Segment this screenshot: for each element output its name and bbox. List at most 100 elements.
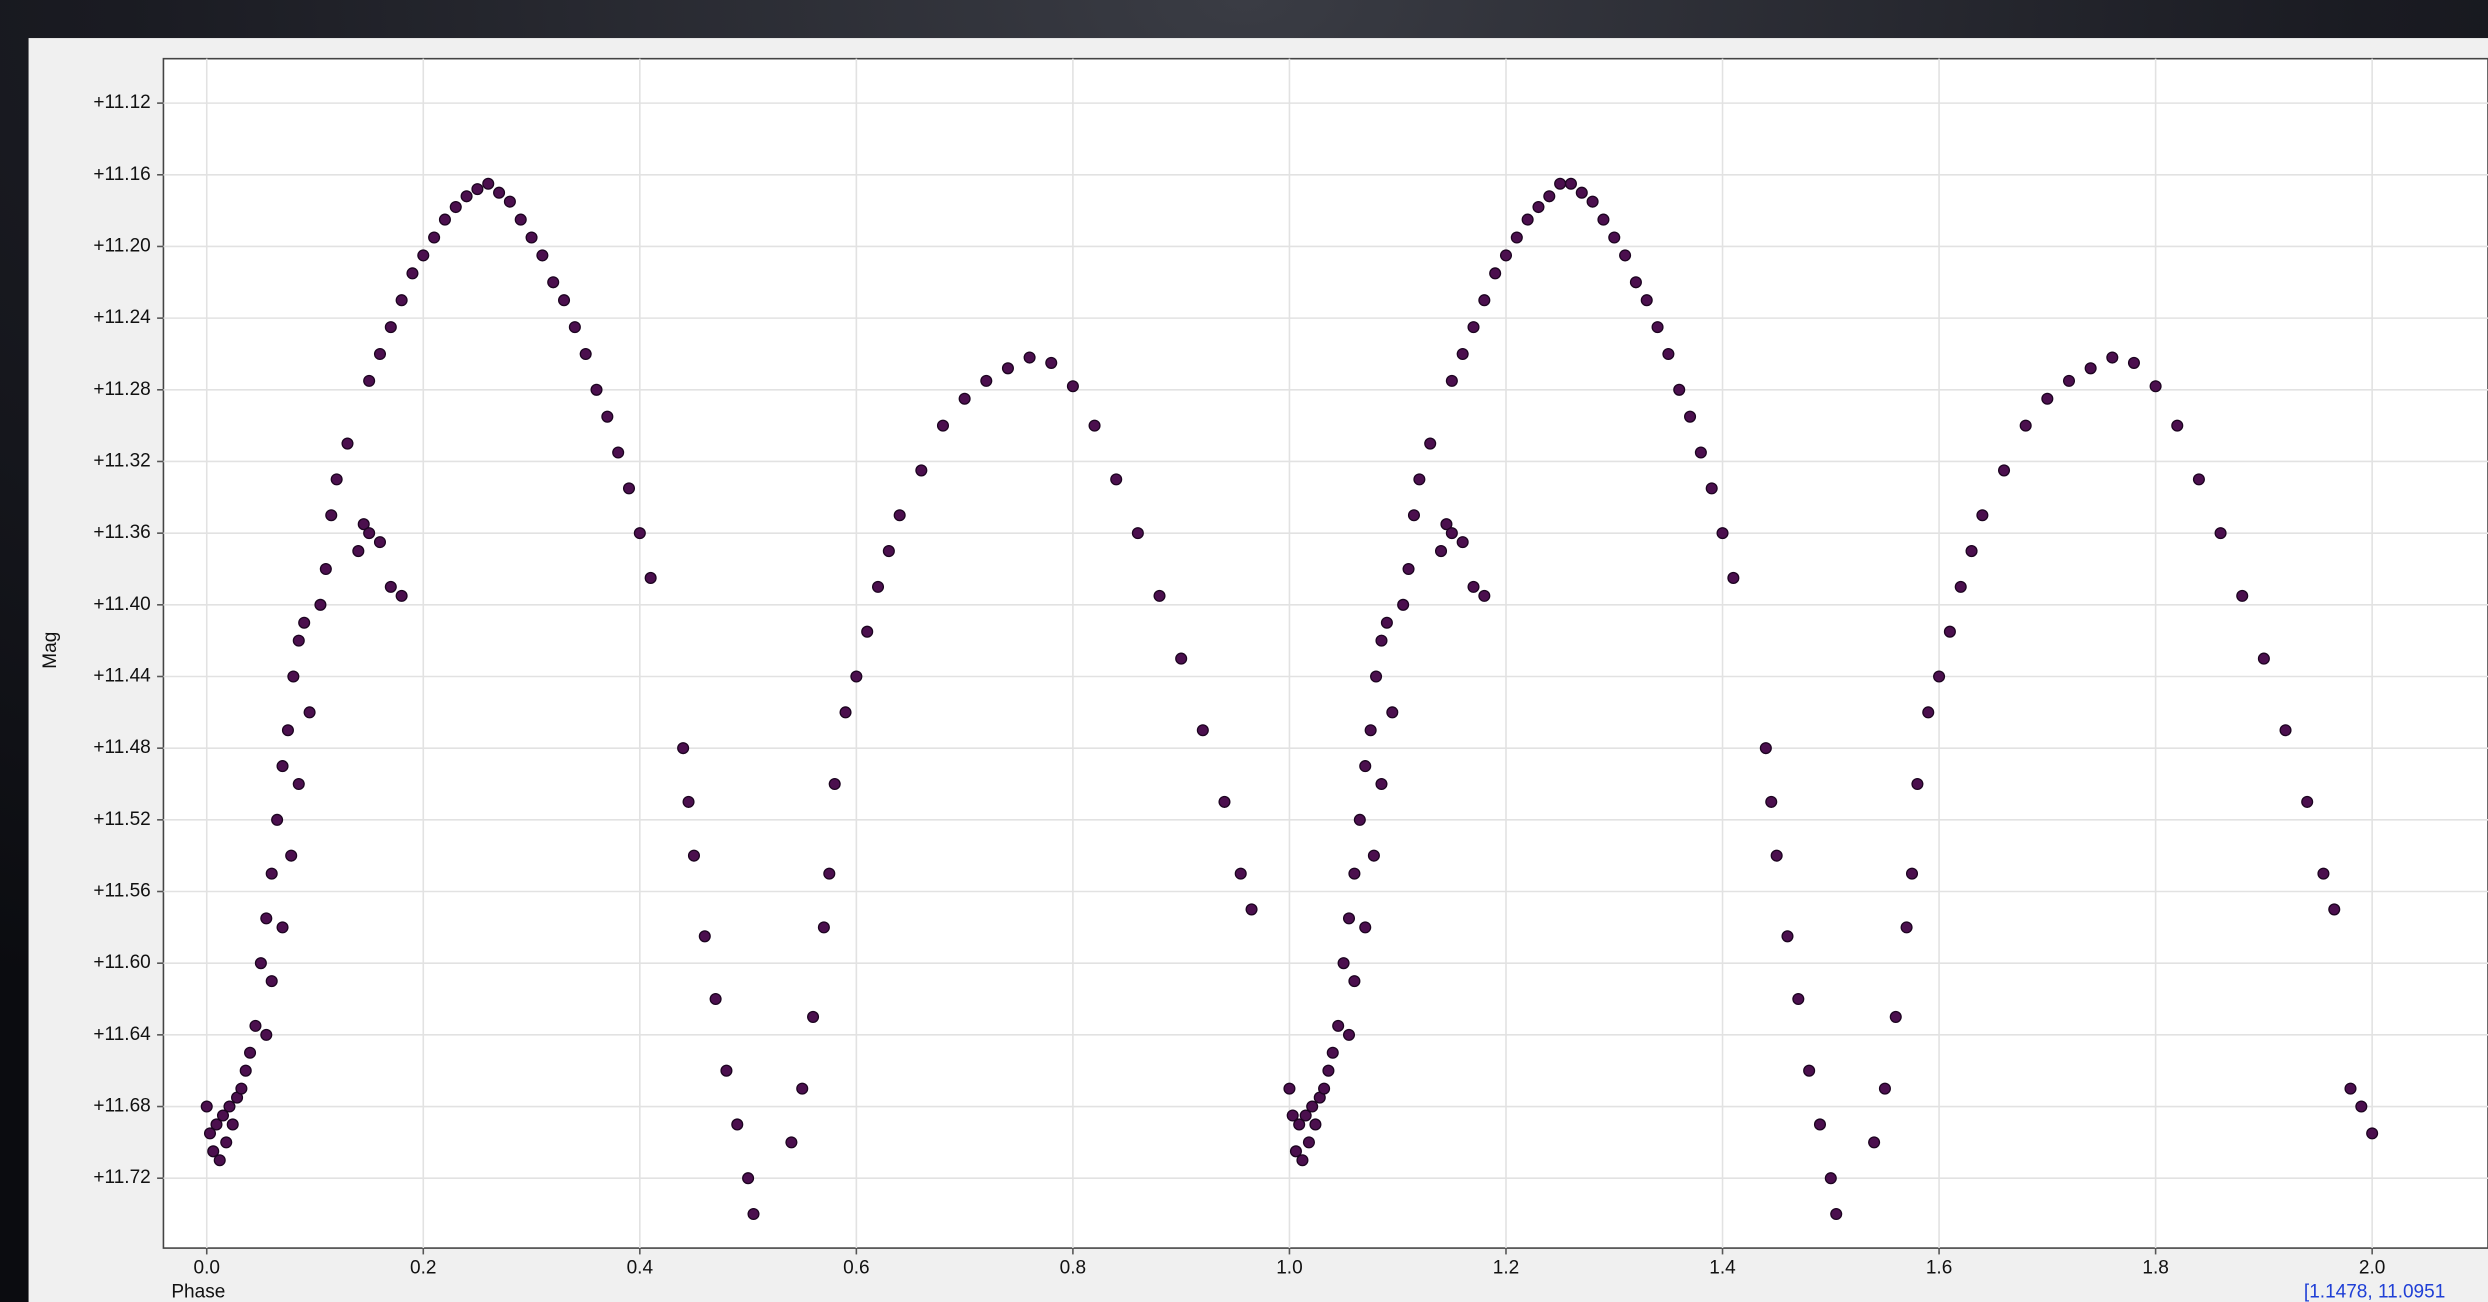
data-point — [1597, 213, 1610, 226]
data-point — [1765, 795, 1778, 808]
data-point — [1922, 706, 1935, 719]
data-point — [823, 867, 836, 880]
data-point — [200, 1100, 213, 1113]
points — [200, 177, 2379, 1221]
data-point — [698, 930, 711, 943]
data-point — [796, 1082, 809, 1095]
data-point — [633, 527, 646, 540]
data-point — [226, 1118, 239, 1131]
data-point — [558, 294, 571, 307]
data-point — [1293, 1118, 1306, 1131]
data-point — [1684, 410, 1697, 423]
data-point — [2062, 374, 2076, 387]
data-point — [1489, 267, 1502, 280]
data-point — [1218, 795, 1231, 808]
data-point — [1045, 356, 1058, 369]
data-point — [1299, 1109, 1312, 1122]
data-point — [1306, 1100, 1319, 1113]
data-point — [303, 706, 316, 719]
data-point — [2236, 589, 2249, 602]
data-point — [1342, 912, 1356, 925]
data-point — [839, 706, 852, 719]
plot-area — [162, 57, 2488, 1249]
data-point — [1407, 509, 1420, 522]
data-point — [249, 1019, 262, 1032]
data-point — [503, 195, 516, 208]
data-point — [417, 249, 430, 262]
data-point — [341, 437, 354, 450]
data-point — [1326, 1046, 1339, 1059]
data-point — [525, 231, 538, 244]
data-point — [1998, 464, 2011, 477]
data-point — [260, 1028, 273, 1041]
data-point — [1792, 992, 1805, 1006]
data-point — [1954, 580, 1967, 593]
data-point — [1673, 383, 1686, 396]
data-point — [1001, 362, 1014, 375]
data-point — [1608, 231, 1621, 244]
data-point — [871, 580, 885, 593]
data-point — [482, 177, 495, 190]
data-point — [1110, 473, 1123, 486]
data-point — [622, 482, 636, 495]
data-point — [1332, 1019, 1345, 1032]
data-point — [1781, 930, 1794, 943]
data-point — [276, 760, 289, 773]
x-tick-label: 1.0 — [1276, 1258, 1302, 1279]
data-point — [1905, 867, 1919, 880]
data-point — [1440, 518, 1453, 531]
data-point — [298, 616, 311, 629]
data-point — [612, 446, 625, 459]
data-point — [1554, 177, 1567, 190]
data-point — [1716, 527, 1729, 540]
data-point — [1196, 724, 1209, 737]
data-point — [1413, 473, 1426, 486]
data-point — [1824, 1172, 1837, 1185]
data-point — [395, 294, 408, 307]
x-tick-label: 0.6 — [843, 1258, 869, 1279]
data-point — [1521, 213, 1534, 226]
data-point — [1803, 1064, 1816, 1077]
data-point — [2192, 473, 2205, 486]
data-point — [1375, 777, 1388, 791]
data-point — [2084, 362, 2097, 375]
data-point — [1023, 351, 1036, 364]
data-point — [2366, 1127, 2379, 1140]
y-tick-label: +11.20 — [93, 235, 150, 256]
data-point — [330, 473, 343, 486]
data-point — [1662, 347, 1675, 360]
data-point — [850, 670, 863, 683]
data-point — [731, 1118, 744, 1131]
data-point — [1367, 849, 1380, 862]
data-point — [1175, 652, 1188, 665]
data-point — [590, 383, 603, 396]
data-point — [1629, 276, 1642, 289]
y-tick-label: +11.68 — [93, 1096, 150, 1117]
data-point — [244, 1046, 257, 1059]
data-point — [276, 921, 289, 934]
data-point — [373, 536, 387, 549]
data-point — [449, 201, 462, 214]
data-point — [1586, 195, 1599, 208]
data-point — [1640, 294, 1653, 307]
data-point — [1402, 562, 1415, 576]
data-point — [281, 724, 294, 737]
x-axis-label: Phase — [171, 1282, 225, 1302]
y-tick-label: +11.60 — [93, 952, 150, 973]
data-point — [1868, 1136, 1881, 1149]
y-tick-label: +11.72 — [93, 1167, 150, 1188]
data-point — [216, 1109, 230, 1122]
data-point — [1359, 760, 1372, 773]
data-point — [2214, 527, 2227, 540]
data-point — [384, 321, 397, 334]
data-point — [1813, 1118, 1827, 1131]
data-point — [265, 975, 278, 988]
data-point — [1510, 231, 1523, 244]
y-tick-label: +11.32 — [93, 451, 150, 472]
data-point — [235, 1082, 248, 1095]
data-point — [1651, 321, 1664, 334]
data-point — [1889, 1010, 1902, 1023]
data-point — [271, 813, 284, 826]
data-point — [1234, 867, 1247, 880]
y-tick-label: +11.44 — [93, 666, 151, 687]
